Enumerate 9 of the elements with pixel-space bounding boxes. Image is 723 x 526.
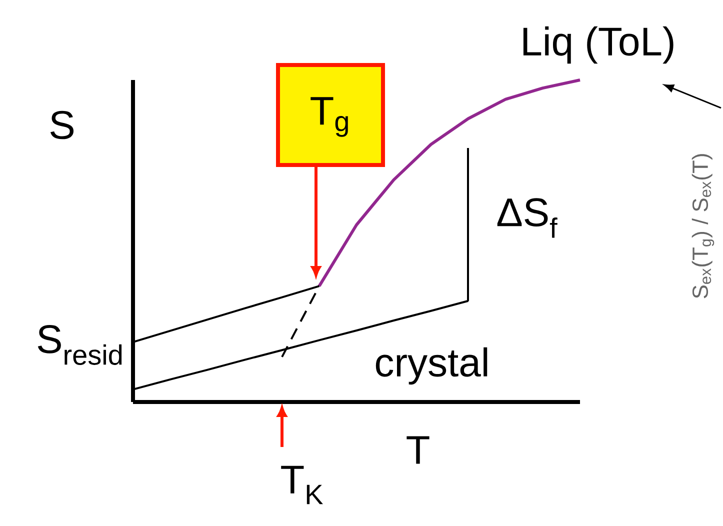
x-axis-title: T [406,436,430,464]
annotation: ΔS$_{f}$ [497,198,558,238]
annotation: crystal [376,347,488,385]
chart-title: Liq (ToL) [523,26,674,64]
text: T$_{K}$ [281,466,323,504]
y-axis-title: S [50,110,74,140]
text: S$_{resid}$ [38,325,122,365]
annotation: T$_{g}$ [310,97,348,137]
text: S$_{ex}$(T$_{g}$) / S$_{ex}$(T) [692,154,714,298]
